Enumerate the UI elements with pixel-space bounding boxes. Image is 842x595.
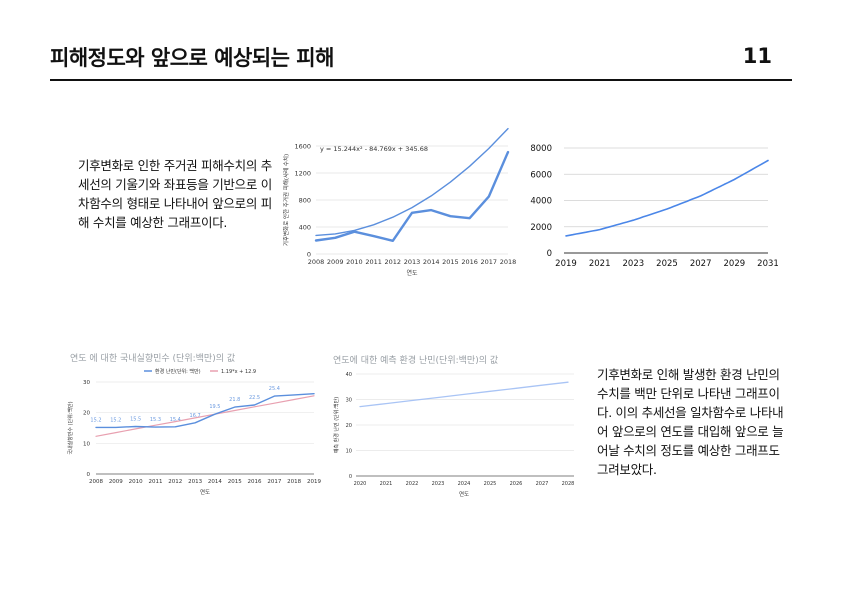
x-tick-label: 2017 xyxy=(481,258,498,266)
chart-title-refugees: 연도 에 대한 국내실향민수 (단위:백만)의 값 xyxy=(70,354,236,364)
x-tick-label: 2020 xyxy=(354,481,367,487)
y-tick-label: 4000 xyxy=(530,197,552,207)
data-line xyxy=(314,150,510,243)
x-tick-label: 2011 xyxy=(148,479,162,485)
y-axis-label: 국내실향민수 (단위:백만) xyxy=(67,401,74,454)
x-axis-label: 연도 xyxy=(200,488,210,496)
x-tick-label: 2017 xyxy=(267,479,281,485)
x-tick-label: 2025 xyxy=(484,481,497,487)
x-tick-label: 2028 xyxy=(562,481,575,487)
y-tick-label: 8000 xyxy=(530,144,552,154)
x-tick-label: 2022 xyxy=(406,481,419,487)
description-housing: 기후변화로 인한 주거권 피해수치의 추세선의 기울기와 좌표등을 기반으로 이… xyxy=(78,158,272,230)
x-tick-label: 2014 xyxy=(208,479,222,485)
y-axis-label: 기후변화로 인한 주거권 피해(사례 수치) xyxy=(282,154,290,246)
data-label: 22.5 xyxy=(249,395,260,401)
x-axis-label: 연도 xyxy=(406,269,418,277)
x-tick-label: 2010 xyxy=(129,479,143,485)
x-tick-label: 2009 xyxy=(327,258,344,266)
x-tick-label: 2029 xyxy=(724,259,746,269)
legend-label-trend: 1.19*x + 12.9 xyxy=(221,369,256,375)
y-tick-label: 400 xyxy=(299,224,311,232)
data-label: 19.5 xyxy=(209,404,220,410)
x-tick-label: 2015 xyxy=(228,479,242,485)
x-tick-label: 2021 xyxy=(380,481,393,487)
y-tick-label: 2000 xyxy=(530,223,552,233)
page-title: 피해정도와 앞으로 예상되는 피해 xyxy=(50,46,334,70)
x-axis-label: 연도 xyxy=(459,490,469,498)
x-tick-label: 2010 xyxy=(346,258,363,266)
chart-refugees-domestic: 0 10 20 30 2008 2009 2010 2011 2012 2013 2014 2015 2… xyxy=(67,368,321,496)
forecast-line xyxy=(359,381,569,408)
x-tick-label: 2026 xyxy=(510,481,523,487)
x-tick-label: 2023 xyxy=(432,481,445,487)
x-tick-label: 2025 xyxy=(656,259,678,269)
y-tick-label: 800 xyxy=(299,197,311,205)
x-tick-label: 2018 xyxy=(287,479,301,485)
trend-line xyxy=(95,395,315,437)
trend-equation: y = 15.244x² - 84.769x + 345.68 xyxy=(320,145,428,153)
data-label: 15.4 xyxy=(170,417,181,423)
y-tick-label: 0 xyxy=(307,251,311,259)
x-tick-label: 2019 xyxy=(307,479,321,485)
y-tick-label: 40 xyxy=(346,372,352,378)
x-tick-label: 2018 xyxy=(500,258,517,266)
x-tick-label: 2009 xyxy=(109,479,123,485)
x-tick-label: 2031 xyxy=(757,259,779,269)
y-tick-label: 0 xyxy=(87,472,91,478)
y-tick-label: 30 xyxy=(83,380,90,386)
x-tick-label: 2024 xyxy=(458,481,471,487)
x-tick-label: 2013 xyxy=(188,479,202,485)
x-tick-label: 2014 xyxy=(423,258,440,266)
x-tick-label: 2012 xyxy=(168,479,182,485)
description-refugees: 기후변화로 인해 발생한 환경 난민의 수치를 백만 단위로 나타낸 그래프이다… xyxy=(597,367,784,477)
y-tick-label: 6000 xyxy=(530,170,552,180)
data-label: 21.8 xyxy=(229,397,240,403)
data-label: 15.2 xyxy=(110,417,121,423)
y-tick-label: 10 xyxy=(83,441,90,447)
x-tick-label: 2016 xyxy=(248,479,262,485)
y-tick-label: 10 xyxy=(346,449,352,455)
y-tick-label: 0 xyxy=(547,249,552,259)
x-tick-label: 2012 xyxy=(385,258,402,266)
x-tick-label: 2008 xyxy=(89,479,103,485)
x-tick-label: 2011 xyxy=(365,258,382,266)
title-divider xyxy=(50,79,792,81)
chart-housing-forecast: 0 2000 4000 6000 8000 2019 2021 2023 2025 2027 202… xyxy=(530,144,779,269)
x-tick-label: 2013 xyxy=(404,258,421,266)
forecast-line xyxy=(565,159,769,237)
x-tick-label: 2019 xyxy=(555,259,577,269)
x-tick-label: 2008 xyxy=(308,258,325,266)
y-axis-label: 예측 환경 난민 (단위:백만) xyxy=(333,397,340,453)
x-tick-label: 2027 xyxy=(536,481,549,487)
y-tick-label: 0 xyxy=(349,474,352,480)
chart-title-refugees-forecast: 연도에 대한 예측 환경 난민(단위:백만)의 값 xyxy=(333,356,499,366)
x-tick-label: 2015 xyxy=(442,258,459,266)
legend-label-data: 환경 난민(단위: 백만) xyxy=(155,368,201,375)
data-label: 15.2 xyxy=(90,417,101,423)
y-tick-label: 20 xyxy=(83,411,90,417)
data-label: 25.4 xyxy=(269,386,280,392)
data-label: 15.5 xyxy=(130,416,141,422)
x-tick-label: 2023 xyxy=(623,259,645,269)
trend-line xyxy=(315,127,509,237)
data-label: 15.3 xyxy=(150,417,161,423)
data-label: 16.7 xyxy=(190,413,201,419)
y-tick-label: 30 xyxy=(346,398,352,404)
y-tick-label: 1200 xyxy=(294,170,311,178)
y-tick-label: 20 xyxy=(346,423,352,429)
y-tick-label: 1600 xyxy=(294,143,311,151)
chart-refugees-forecast: 0 10 20 30 40 2020 2021 2022 2023 2024 2025 2026 202… xyxy=(333,372,575,498)
x-tick-label: 2021 xyxy=(589,259,611,269)
data-line xyxy=(95,393,315,429)
x-tick-label: 2027 xyxy=(690,259,712,269)
page-number: 11 xyxy=(742,44,772,68)
x-tick-label: 2016 xyxy=(461,258,478,266)
